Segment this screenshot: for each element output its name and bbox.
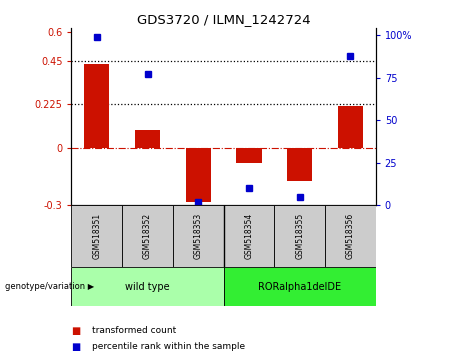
Bar [84,63,110,148]
Text: GSM518356: GSM518356 [346,213,355,259]
Text: RORalpha1delDE: RORalpha1delDE [258,282,341,292]
Text: GSM518354: GSM518354 [244,213,254,259]
Bar [122,205,173,267]
Title: GDS3720 / ILMN_1242724: GDS3720 / ILMN_1242724 [137,13,310,26]
Text: GSM518351: GSM518351 [92,213,101,259]
Text: transformed count: transformed count [92,326,177,336]
Bar [236,148,262,164]
Bar [325,205,376,267]
Text: GSM518352: GSM518352 [143,213,152,259]
Bar [274,205,325,267]
Text: GSM518353: GSM518353 [194,213,203,259]
Text: GSM518355: GSM518355 [295,213,304,259]
Bar [185,148,211,202]
Bar [71,205,122,267]
Bar [337,105,363,148]
Bar [287,148,313,181]
Text: ■: ■ [71,342,81,352]
Text: genotype/variation ▶: genotype/variation ▶ [5,282,94,291]
Text: wild type: wild type [125,282,170,292]
Text: ■: ■ [71,326,81,336]
Bar [135,130,160,148]
Bar [173,205,224,267]
Bar [224,205,274,267]
Bar [71,267,224,306]
Text: percentile rank within the sample: percentile rank within the sample [92,342,245,352]
Bar [224,267,376,306]
